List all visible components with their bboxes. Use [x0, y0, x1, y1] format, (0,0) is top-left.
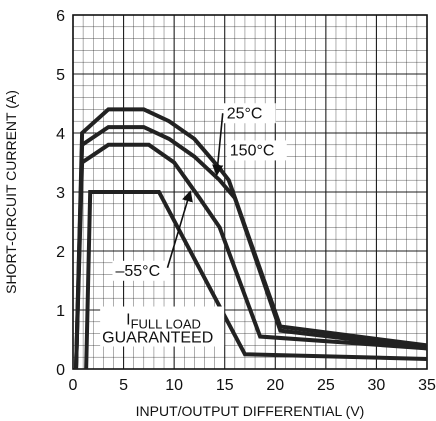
annotation-minus55c-arrow	[166, 190, 193, 269]
series-line-4	[84, 190, 428, 370]
series-layer	[74, 107, 428, 370]
annotation-bg-minus55c	[112, 260, 171, 281]
x-axis-title: INPUT/OUTPUT DIFFERENTIAL (V)	[136, 403, 365, 419]
x-tick-label: 15	[216, 377, 234, 394]
x-tick-label: 35	[418, 377, 436, 394]
annotation-25c-arrow	[212, 113, 224, 177]
y-tick-label: 2	[56, 244, 65, 261]
annotation-bg-150c	[226, 140, 287, 161]
annotation-minus55c-label: –55°C	[115, 263, 160, 280]
y-axis-title: SHORT-CIRCUIT CURRENT (A)	[3, 90, 19, 294]
y-tick-label: 6	[56, 8, 65, 25]
x-tick-label: 5	[119, 377, 128, 394]
annotation-bg-25c	[223, 103, 276, 124]
y-tick-label: 1	[56, 303, 65, 320]
annotation-guaranteed-label: GUARANTEED	[102, 330, 213, 347]
x-tick-label: 25	[317, 377, 335, 394]
plot-frame	[72, 14, 428, 370]
annotation-full-load-main: I	[126, 312, 130, 329]
x-tick-label: 30	[368, 377, 386, 394]
x-tick-label: 0	[69, 377, 78, 394]
y-tick-label: 5	[56, 67, 65, 84]
tick-layer: 0 5 10 15 20 25 30 35 0 1 2 3 4 5 6	[56, 8, 436, 394]
series-line-3	[74, 142, 428, 370]
y-tick-label: 3	[56, 185, 65, 202]
x-tick-label: 10	[165, 377, 183, 394]
annotation-full-load-label: IFULL LOAD	[126, 312, 201, 332]
annotation-150c-label: 150°C	[230, 142, 275, 159]
x-tick-label: 20	[266, 377, 284, 394]
annotation-25c-label: 25°C	[227, 105, 263, 122]
y-tick-label: 0	[56, 362, 65, 379]
y-tick-label: 4	[56, 126, 65, 143]
series-line-2	[74, 125, 428, 370]
annotation-bg-full-load	[100, 306, 225, 347]
annotation-full-load-sub: FULL LOAD	[131, 317, 201, 332]
